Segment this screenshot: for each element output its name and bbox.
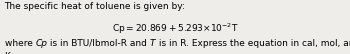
Text: T: T: [150, 39, 155, 48]
Text: is in BTU/lbmol-R and: is in BTU/lbmol-R and: [47, 39, 150, 48]
Text: K.: K.: [5, 52, 13, 54]
Text: $\mathregular{Cp = 20.869 + 5.293{\times}10^{-2}T}$: $\mathregular{Cp = 20.869 + 5.293{\times…: [112, 22, 238, 36]
Text: The specific heat of toluene is given by:: The specific heat of toluene is given by…: [5, 2, 186, 11]
Text: where: where: [5, 39, 35, 48]
Text: is in R. Express the equation in cal, mol, and: is in R. Express the equation in cal, mo…: [155, 39, 350, 48]
Text: Cp: Cp: [35, 39, 47, 48]
